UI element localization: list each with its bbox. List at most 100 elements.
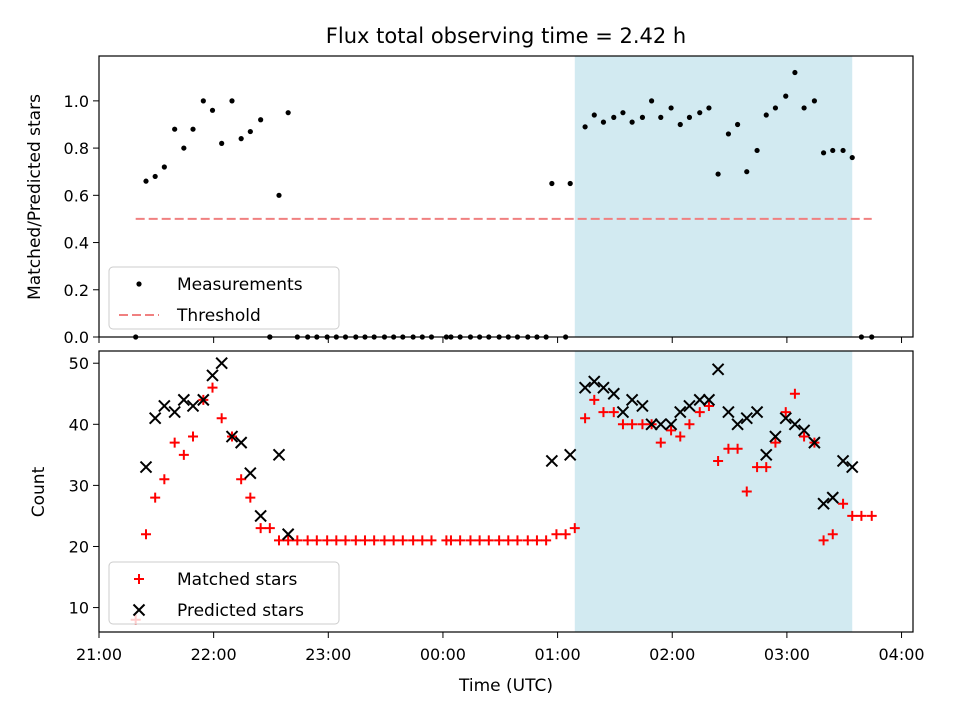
bottom-point (545, 454, 559, 468)
bottom-point (188, 431, 199, 442)
bottom-legend-box (108, 561, 340, 625)
bottom-point (731, 418, 744, 431)
bottom-point (702, 393, 716, 407)
bottom-point (169, 437, 180, 448)
top-point (658, 114, 664, 120)
bottom-point (856, 510, 867, 521)
bottom-point (838, 498, 849, 509)
bottom-y-tick-label: 30 (69, 476, 89, 495)
bottom-point (563, 448, 577, 462)
top-point (620, 110, 626, 116)
top-point (209, 107, 216, 113)
bottom-point (769, 430, 782, 443)
bottom-point (408, 535, 419, 546)
top-legend-box (108, 266, 340, 330)
bottom-point (186, 399, 200, 413)
bottom-point (281, 528, 295, 541)
bottom-point (455, 535, 466, 546)
bottom-point (741, 486, 752, 497)
top-y-tick-label: 0.0 (64, 328, 89, 347)
bottom-point (168, 405, 181, 419)
bottom-x-tick-label: 02:00 (649, 645, 695, 664)
top-point (229, 98, 235, 104)
bottom-point (683, 399, 696, 413)
bottom-point (350, 535, 361, 546)
bottom-point (866, 510, 877, 521)
bottom-point (141, 529, 152, 540)
top-y-tick-label: 0.2 (64, 281, 89, 300)
bottom-point (723, 443, 734, 454)
bottom-point (331, 535, 342, 546)
bottom-series-1 (139, 357, 859, 541)
bottom-point (788, 418, 802, 431)
top-point (686, 114, 693, 120)
top-y-tick-label: 0.8 (64, 139, 89, 158)
top-point (697, 110, 703, 116)
bottom-point (551, 529, 562, 540)
bottom-x-tick-label: 01:00 (535, 645, 581, 664)
bottom-point (588, 375, 601, 388)
bottom-point (684, 419, 695, 430)
bottom-point (780, 407, 791, 418)
bottom-point (541, 535, 552, 546)
bottom-point (836, 454, 850, 468)
bottom-point (512, 535, 523, 546)
bottom-point (148, 411, 162, 425)
bottom-point (713, 455, 724, 466)
bottom-point (569, 523, 580, 534)
bottom-point (245, 492, 256, 503)
bottom-point (674, 405, 687, 419)
bottom-point (722, 405, 735, 419)
top-point (549, 180, 555, 187)
bottom-point (808, 436, 821, 449)
bottom-point (627, 419, 638, 430)
bottom-point (255, 523, 266, 534)
top-point (706, 105, 712, 111)
bottom-point (417, 535, 428, 546)
top-point (792, 69, 798, 76)
bottom-point (388, 535, 399, 546)
bottom-point (272, 448, 286, 462)
top-series-0 (133, 69, 855, 340)
top-y-tick-label: 1.0 (64, 92, 89, 111)
bottom-point (292, 535, 303, 546)
bottom-point (770, 437, 781, 448)
bottom-point (789, 388, 800, 399)
bottom-point (197, 393, 210, 407)
bottom-point (560, 529, 571, 540)
bottom-point (178, 449, 189, 460)
x-axis-label: Time (UTC) (458, 676, 553, 696)
bottom-point (675, 431, 686, 442)
bottom-point (340, 535, 351, 546)
top-point (285, 110, 291, 116)
top-point (181, 145, 187, 151)
bottom-point (207, 382, 218, 393)
bottom-point (302, 535, 313, 546)
bottom-axes-frame (98, 350, 914, 633)
top-point (582, 124, 588, 130)
bottom-point (580, 413, 591, 424)
top-point (849, 154, 855, 161)
top-point (276, 192, 282, 198)
bottom-point (703, 400, 714, 411)
bottom-point (236, 474, 247, 485)
top-point (668, 105, 674, 111)
bottom-y-tick-label: 10 (69, 599, 89, 618)
bottom-point (139, 460, 153, 474)
bottom-point (826, 491, 839, 504)
bottom-point (740, 411, 753, 425)
bottom-point (311, 535, 322, 546)
bottom-point (522, 535, 533, 546)
top-point (715, 171, 721, 177)
bottom-point (818, 535, 829, 546)
chart-title: Flux total observing time = 2.42 h (326, 24, 686, 48)
top-point (161, 164, 167, 170)
top-point (725, 131, 732, 137)
top-point (247, 128, 253, 135)
bottom-shaded-span (574, 351, 853, 632)
bottom-point (369, 535, 380, 546)
top-point (677, 121, 683, 128)
bottom-point (531, 535, 542, 546)
bottom-x-tick-label: 22:00 (191, 645, 237, 664)
top-point (763, 112, 769, 118)
